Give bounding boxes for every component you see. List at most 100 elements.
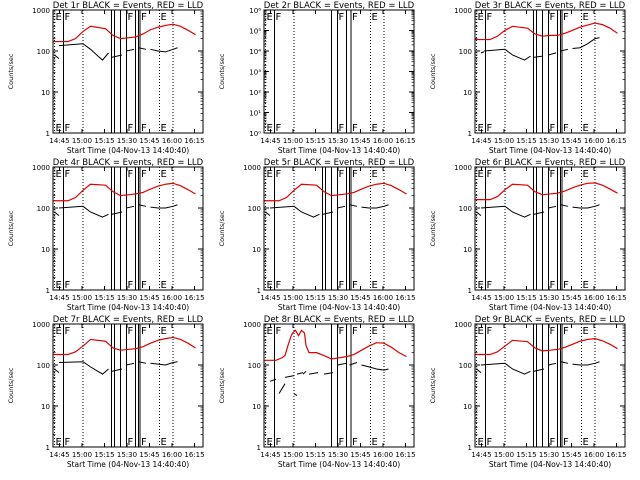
x-tick-label: 14:45	[49, 451, 69, 459]
y-tick-label: 100	[248, 362, 261, 370]
events-series-line	[58, 205, 109, 218]
y-tick-label: 1	[46, 130, 50, 138]
y-axis-label: Counts/sec	[429, 53, 437, 89]
x-tick-label: 15:00	[283, 137, 303, 145]
events-series-line	[572, 37, 600, 50]
events-series-line	[476, 211, 482, 217]
detector-panel-2: Det 2r BLACK = Events, RED = LLD Counts/s…	[218, 1, 416, 155]
segment-marker-top: E	[583, 169, 589, 180]
x-tick-label: 16:00	[373, 137, 393, 145]
segment-marker-top: F	[276, 12, 282, 23]
y-tick-label: 1	[257, 444, 261, 452]
y-tick-label: 100	[459, 205, 472, 213]
segment-marker-bottom: F	[550, 437, 556, 448]
segment-marker-top: F	[550, 12, 556, 23]
segment-marker-top: F	[141, 12, 147, 23]
segment-marker-top: F	[128, 169, 134, 180]
x-tick-label: 16:15	[606, 294, 626, 302]
segment-marker-bottom: E	[161, 123, 167, 134]
events-series-line	[476, 368, 482, 374]
segment-marker-bottom: F	[563, 123, 569, 134]
x-tick-label: 15:30	[328, 294, 348, 302]
events-series-line	[361, 364, 389, 371]
y-tick-label: 100	[37, 48, 50, 56]
segment-marker-bottom: F	[141, 437, 147, 448]
events-series-line	[278, 383, 286, 394]
segment-marker-bottom: F	[487, 280, 493, 291]
panel-title: Det 2r BLACK = Events, RED = LLD	[264, 1, 415, 11]
plot-frame	[474, 166, 626, 291]
y-tick-label: 10	[463, 246, 472, 254]
plot-frame	[52, 9, 204, 134]
x-axis-label: Start Time (04-Nov-13 14:40:40)	[278, 460, 400, 469]
segment-marker-bottom: F	[128, 123, 134, 134]
segment-marker-top: E	[267, 326, 273, 337]
events-series-line	[150, 361, 178, 366]
x-tick-label: 14:45	[49, 294, 69, 302]
x-tick-label: 15:15	[94, 294, 114, 302]
y-tick-label: 1000	[32, 321, 50, 329]
segment-marker-bottom: E	[267, 280, 273, 291]
segment-marker-top: F	[352, 12, 358, 23]
y-axis-label: Counts/sec	[429, 210, 437, 246]
segment-marker-bottom: E	[372, 437, 378, 448]
x-tick-label: 14:45	[471, 294, 491, 302]
lld-series-line	[475, 182, 618, 201]
events-series-line	[480, 205, 531, 218]
events-series-line	[138, 204, 147, 207]
x-axis-label: Start Time (04-Nov-13 14:40:40)	[278, 303, 400, 312]
segment-marker-top: E	[56, 326, 62, 337]
y-tick-label: 10⁶	[249, 7, 261, 15]
segment-marker-top: F	[550, 169, 556, 180]
segment-marker-top: E	[267, 12, 273, 23]
y-tick-label: 10	[463, 89, 472, 97]
segment-marker-top: E	[56, 12, 62, 23]
events-series-line	[265, 211, 271, 217]
y-axis-label: Counts/sec	[7, 367, 15, 403]
segment-marker-bottom: E	[161, 437, 167, 448]
events-series-line	[126, 205, 135, 209]
events-series-line	[54, 211, 60, 217]
x-tick-label: 16:00	[584, 137, 604, 145]
events-series-line	[58, 361, 109, 375]
segment-marker-top: F	[339, 326, 345, 337]
events-series-line	[302, 370, 307, 375]
y-tick-label: 10	[41, 89, 50, 97]
segment-marker-top: E	[372, 12, 378, 23]
events-series-line	[560, 204, 569, 207]
lld-series-line	[53, 336, 196, 356]
events-series-line	[111, 368, 123, 372]
y-tick-label: 10	[252, 403, 261, 411]
x-tick-label: 15:30	[117, 451, 137, 459]
events-series-line	[572, 361, 600, 366]
events-series-line	[111, 54, 123, 58]
x-tick-label: 15:00	[72, 451, 92, 459]
segment-marker-bottom: F	[563, 280, 569, 291]
x-tick-label: 15:30	[117, 294, 137, 302]
segment-marker-bottom: F	[550, 123, 556, 134]
segment-marker-top: F	[276, 326, 282, 337]
y-tick-label: 10	[41, 403, 50, 411]
segment-marker-top: F	[65, 169, 71, 180]
x-tick-label: 16:00	[584, 294, 604, 302]
events-series-line	[111, 211, 123, 215]
events-series-line	[269, 205, 320, 218]
segment-marker-bottom: E	[583, 280, 589, 291]
x-axis-label: Start Time (04-Nov-13 14:40:40)	[489, 460, 611, 469]
x-tick-label: 15:45	[561, 451, 581, 459]
y-tick-label: 1	[46, 444, 50, 452]
x-tick-label: 16:15	[184, 294, 204, 302]
x-tick-label: 15:30	[328, 451, 348, 459]
events-series-line	[548, 52, 557, 56]
segment-marker-top: E	[478, 326, 484, 337]
x-axis-label: Start Time (04-Nov-13 14:40:40)	[278, 146, 400, 155]
segment-marker-top: F	[339, 12, 345, 23]
panel-title: Det 6r BLACK = Events, RED = LLD	[475, 158, 626, 168]
x-tick-label: 16:15	[606, 137, 626, 145]
x-tick-label: 15:45	[139, 137, 159, 145]
x-tick-label: 15:00	[494, 451, 514, 459]
x-axis-label: Start Time (04-Nov-13 14:40:40)	[67, 146, 189, 155]
y-tick-label: 1000	[454, 164, 472, 172]
x-tick-label: 16:00	[162, 137, 182, 145]
